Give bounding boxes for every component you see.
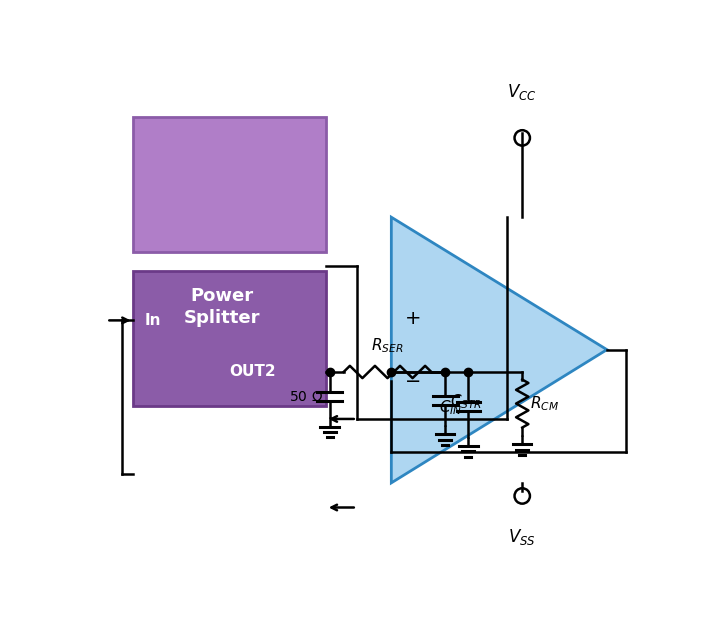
Text: −: − bbox=[405, 372, 421, 391]
Text: $R_{CM}$: $R_{CM}$ bbox=[530, 394, 559, 413]
Text: In: In bbox=[145, 313, 161, 328]
Text: $C_{STR}$: $C_{STR}$ bbox=[450, 392, 482, 411]
Text: 50 $\Omega$: 50 $\Omega$ bbox=[289, 389, 323, 404]
Text: +: + bbox=[405, 308, 421, 328]
Text: OUT1: OUT1 bbox=[229, 258, 276, 273]
Text: CH R: CH R bbox=[235, 500, 276, 515]
Text: $V_{SS}$: $V_{SS}$ bbox=[508, 527, 536, 547]
Bar bbox=[134, 271, 326, 406]
Text: $C_{IN}$: $C_{IN}$ bbox=[438, 398, 462, 417]
Text: $R_{SER}$: $R_{SER}$ bbox=[371, 336, 403, 355]
Text: OUT2: OUT2 bbox=[229, 364, 276, 379]
Text: Power
Splitter: Power Splitter bbox=[183, 287, 260, 328]
Bar bbox=[134, 117, 326, 252]
Text: Network
Analyzer: Network Analyzer bbox=[178, 432, 266, 472]
Text: $V_{CC}$: $V_{CC}$ bbox=[508, 82, 537, 102]
Polygon shape bbox=[391, 217, 607, 483]
Text: Out: Out bbox=[145, 467, 176, 482]
Text: CH A: CH A bbox=[235, 411, 276, 427]
